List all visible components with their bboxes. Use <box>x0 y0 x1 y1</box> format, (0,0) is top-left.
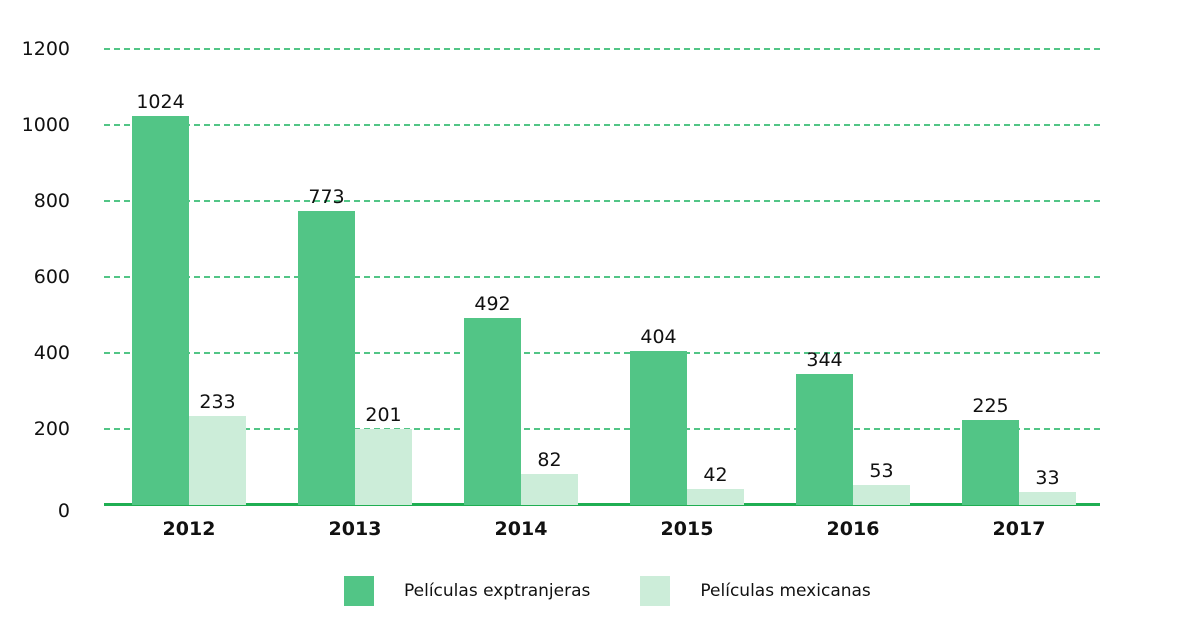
bar-mexican <box>521 473 578 505</box>
gridline <box>104 428 1100 430</box>
y-tick-label: 600 <box>33 266 70 288</box>
bar-mexican <box>1019 492 1076 505</box>
value-label: 233 <box>199 391 236 414</box>
y-tick-label: 0 <box>57 500 70 522</box>
value-label: 33 <box>1035 467 1060 490</box>
x-tick-label: 2017 <box>992 518 1046 540</box>
bar-foreign <box>132 115 189 505</box>
bar-mexican <box>355 428 412 505</box>
legend-label-foreign: Películas exptranjeras <box>404 581 591 601</box>
gridline <box>104 48 1100 50</box>
y-tick-label: 1000 <box>21 114 70 136</box>
bar-foreign <box>796 374 853 505</box>
x-axis-line <box>104 503 1100 506</box>
legend-label-mexican: Películas mexicanas <box>700 581 871 601</box>
x-tick-label: 2014 <box>494 518 548 540</box>
value-label: 404 <box>640 326 677 349</box>
bar-foreign <box>962 419 1019 505</box>
value-label: 1024 <box>136 90 185 113</box>
gridline <box>104 276 1100 278</box>
value-label: 42 <box>703 464 728 487</box>
gridline <box>104 124 1100 126</box>
legend-item-mexican: Películas mexicanas <box>640 576 871 606</box>
legend: Películas exptranjeras Películas mexican… <box>344 576 921 606</box>
y-tick-label: 200 <box>33 418 70 440</box>
legend-swatch-foreign <box>344 576 374 606</box>
legend-item-foreign: Películas exptranjeras <box>344 576 590 606</box>
bar-mexican <box>853 484 910 505</box>
bar-mexican <box>189 416 246 505</box>
value-label: 344 <box>806 349 843 372</box>
bar-foreign <box>464 318 521 505</box>
value-label: 82 <box>537 448 562 471</box>
value-label: 225 <box>972 394 1009 417</box>
y-tick-label: 400 <box>33 342 70 364</box>
bar-mexican <box>687 489 744 505</box>
x-tick-label: 2016 <box>826 518 880 540</box>
value-label: 492 <box>474 293 511 316</box>
gridline <box>104 352 1100 354</box>
value-label: 53 <box>869 459 894 482</box>
legend-swatch-mexican <box>640 576 671 606</box>
value-label: 773 <box>308 186 345 209</box>
x-tick-label: 2012 <box>162 518 216 540</box>
x-tick-label: 2015 <box>660 518 714 540</box>
gridline <box>104 200 1100 202</box>
value-label: 201 <box>365 403 402 426</box>
y-tick-label: 1200 <box>21 38 70 60</box>
y-tick-label: 800 <box>33 190 70 212</box>
x-tick-label: 2013 <box>328 518 382 540</box>
bar-foreign <box>630 351 687 505</box>
bar-foreign <box>298 211 355 505</box>
